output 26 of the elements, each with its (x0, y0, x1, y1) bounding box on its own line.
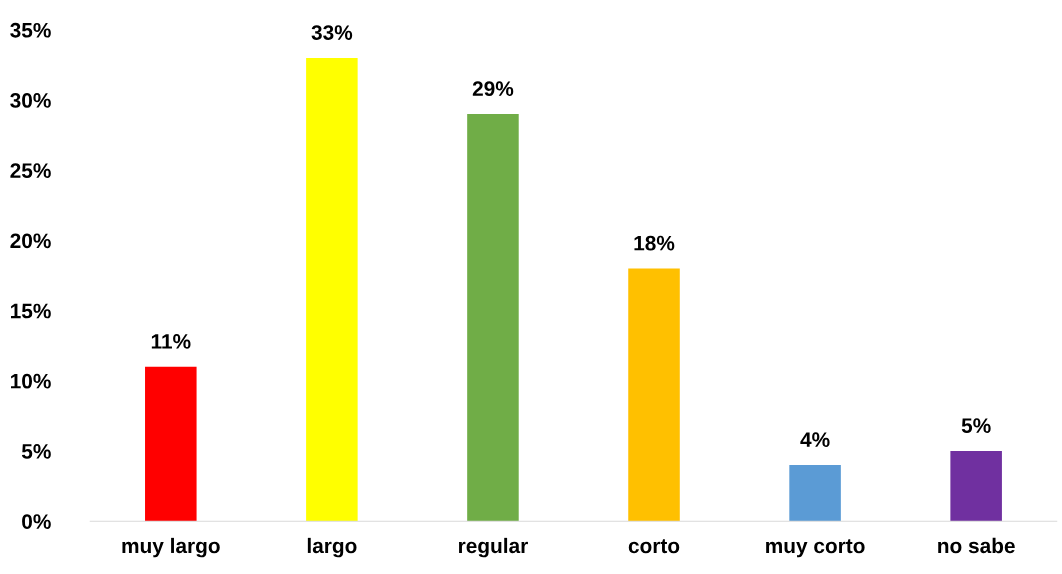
y-tick-label: 5% (21, 444, 51, 459)
data-label: 33% (311, 25, 353, 40)
bar (950, 451, 1002, 522)
data-label: 5% (961, 418, 991, 433)
data-label: 18% (634, 235, 675, 251)
x-tick-label: no sabe (938, 537, 1015, 554)
y-tick-label: 35% (10, 22, 51, 38)
y-tick-label: 20% (10, 233, 51, 249)
bar (789, 465, 841, 522)
x-tick-label: regular (459, 537, 528, 558)
data-label: 11% (151, 334, 191, 349)
y-tick-label: 15% (11, 303, 51, 319)
bar (628, 268, 680, 522)
x-tick-label: largo (307, 537, 357, 558)
y-tick-label: 25% (10, 163, 51, 178)
data-label: 29% (472, 81, 514, 97)
bar (467, 114, 519, 522)
bar (306, 57, 358, 522)
y-tick-label: 30% (10, 93, 51, 108)
x-tick-label: corto (628, 539, 680, 554)
x-tick-label: muy corto (766, 539, 865, 558)
y-tick-label: 10% (11, 373, 51, 389)
data-label: 4% (800, 432, 830, 447)
x-tick-label: muy largo (122, 537, 220, 558)
bar (145, 366, 197, 522)
y-tick-label: 0% (22, 514, 51, 529)
